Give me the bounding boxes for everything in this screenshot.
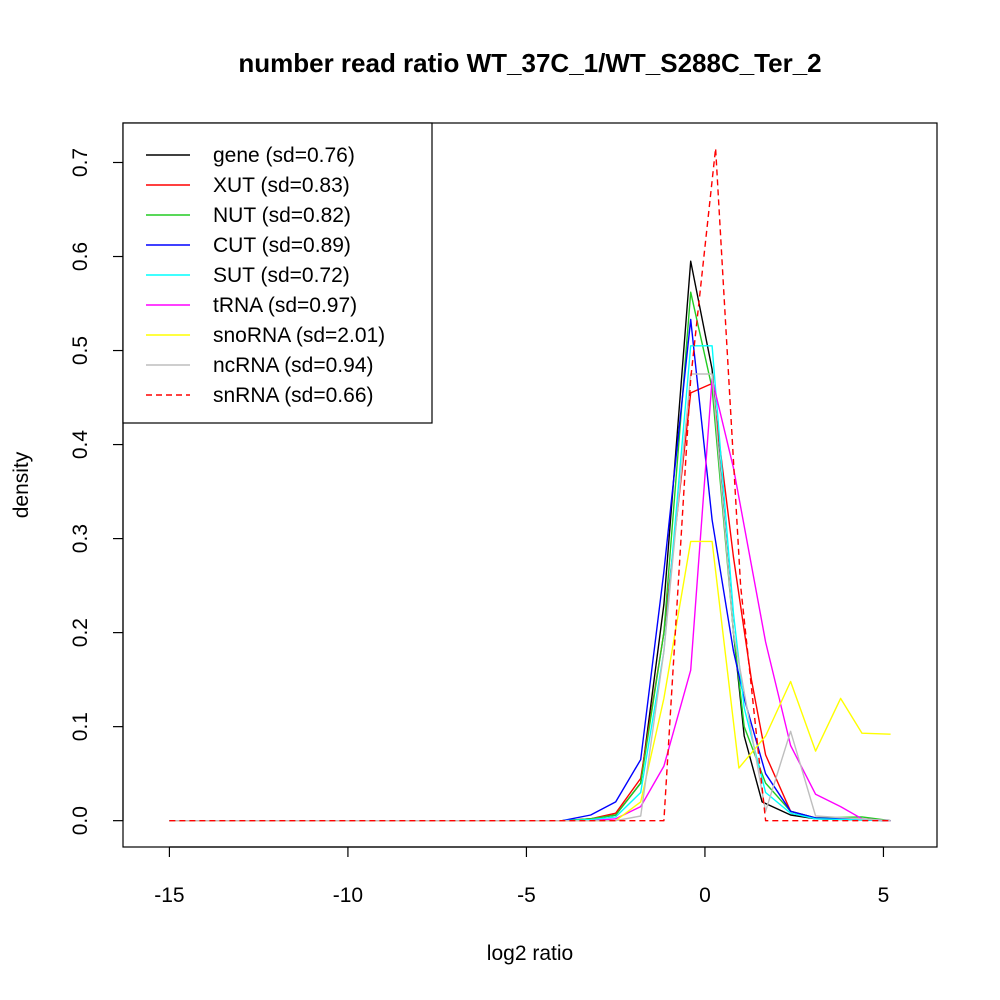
x-axis: -15 -10 -5 0 5 bbox=[154, 846, 890, 907]
series-line bbox=[169, 147, 891, 822]
y-tick-label: 0.4 bbox=[69, 430, 92, 460]
x-tick-label: 5 bbox=[878, 884, 890, 907]
y-axis-label: density bbox=[10, 451, 33, 518]
y-tick-label: 0.2 bbox=[69, 618, 92, 647]
legend: gene (sd=0.76) XUT (sd=0.83) NUT (sd=0.82)… bbox=[122, 122, 433, 424]
y-tick-label: 0.3 bbox=[69, 524, 92, 553]
y-axis: 0.0 0.1 0.2 0.3 0.4 0.5 0.6 0.7 bbox=[69, 148, 124, 835]
series-line bbox=[169, 318, 891, 822]
chart-title: number read ratio WT_37C_1/WT_S288C_Ter_… bbox=[238, 48, 821, 78]
series-layer bbox=[169, 147, 891, 822]
y-tick-label: 0.0 bbox=[69, 806, 92, 835]
series-line bbox=[169, 540, 891, 822]
legend-entry: XUT (sd=0.83) bbox=[213, 174, 350, 197]
legend-entry: CUT (sd=0.89) bbox=[213, 234, 351, 257]
legend-entry: gene (sd=0.76) bbox=[213, 144, 355, 167]
x-tick-label: -15 bbox=[154, 884, 184, 907]
legend-entry: ncRNA (sd=0.94) bbox=[213, 354, 374, 377]
y-tick-label: 0.5 bbox=[69, 336, 92, 365]
y-tick-label: 0.6 bbox=[69, 242, 92, 271]
series-line bbox=[169, 345, 891, 822]
legend-entry: SUT (sd=0.72) bbox=[213, 264, 350, 287]
legend-entry: tRNA (sd=0.97) bbox=[213, 294, 357, 317]
x-tick-label: 0 bbox=[699, 884, 711, 907]
series-line bbox=[169, 373, 891, 822]
x-axis-label: log2 ratio bbox=[487, 942, 573, 965]
series-line bbox=[169, 382, 891, 822]
legend-entry: NUT (sd=0.82) bbox=[213, 204, 351, 227]
y-tick-label: 0.7 bbox=[69, 148, 92, 177]
legend-entry: snRNA (sd=0.66) bbox=[213, 384, 374, 407]
x-tick-label: -5 bbox=[517, 884, 536, 907]
x-tick-label: -10 bbox=[333, 884, 363, 907]
series-line bbox=[169, 378, 891, 822]
y-tick-label: 0.1 bbox=[69, 712, 92, 741]
legend-entry: snoRNA (sd=2.01) bbox=[213, 324, 385, 347]
legend-box bbox=[122, 122, 433, 424]
